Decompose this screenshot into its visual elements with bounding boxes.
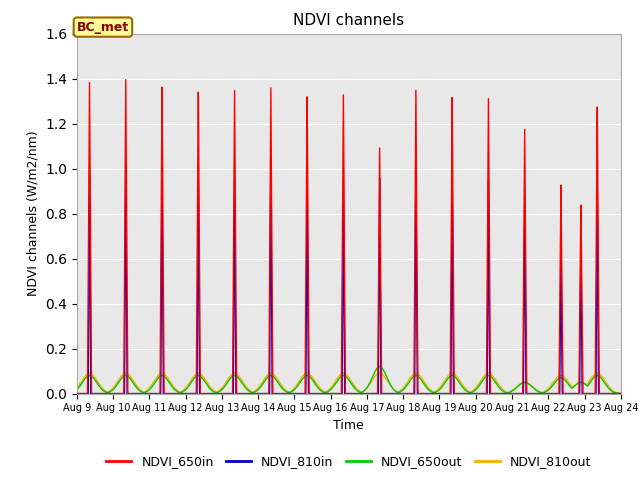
Legend: NDVI_650in, NDVI_810in, NDVI_650out, NDVI_810out: NDVI_650in, NDVI_810in, NDVI_650out, NDV… [101,450,596,473]
Text: BC_met: BC_met [77,21,129,34]
Title: NDVI channels: NDVI channels [293,13,404,28]
X-axis label: Time: Time [333,419,364,432]
Y-axis label: NDVI channels (W/m2/nm): NDVI channels (W/m2/nm) [26,131,40,297]
